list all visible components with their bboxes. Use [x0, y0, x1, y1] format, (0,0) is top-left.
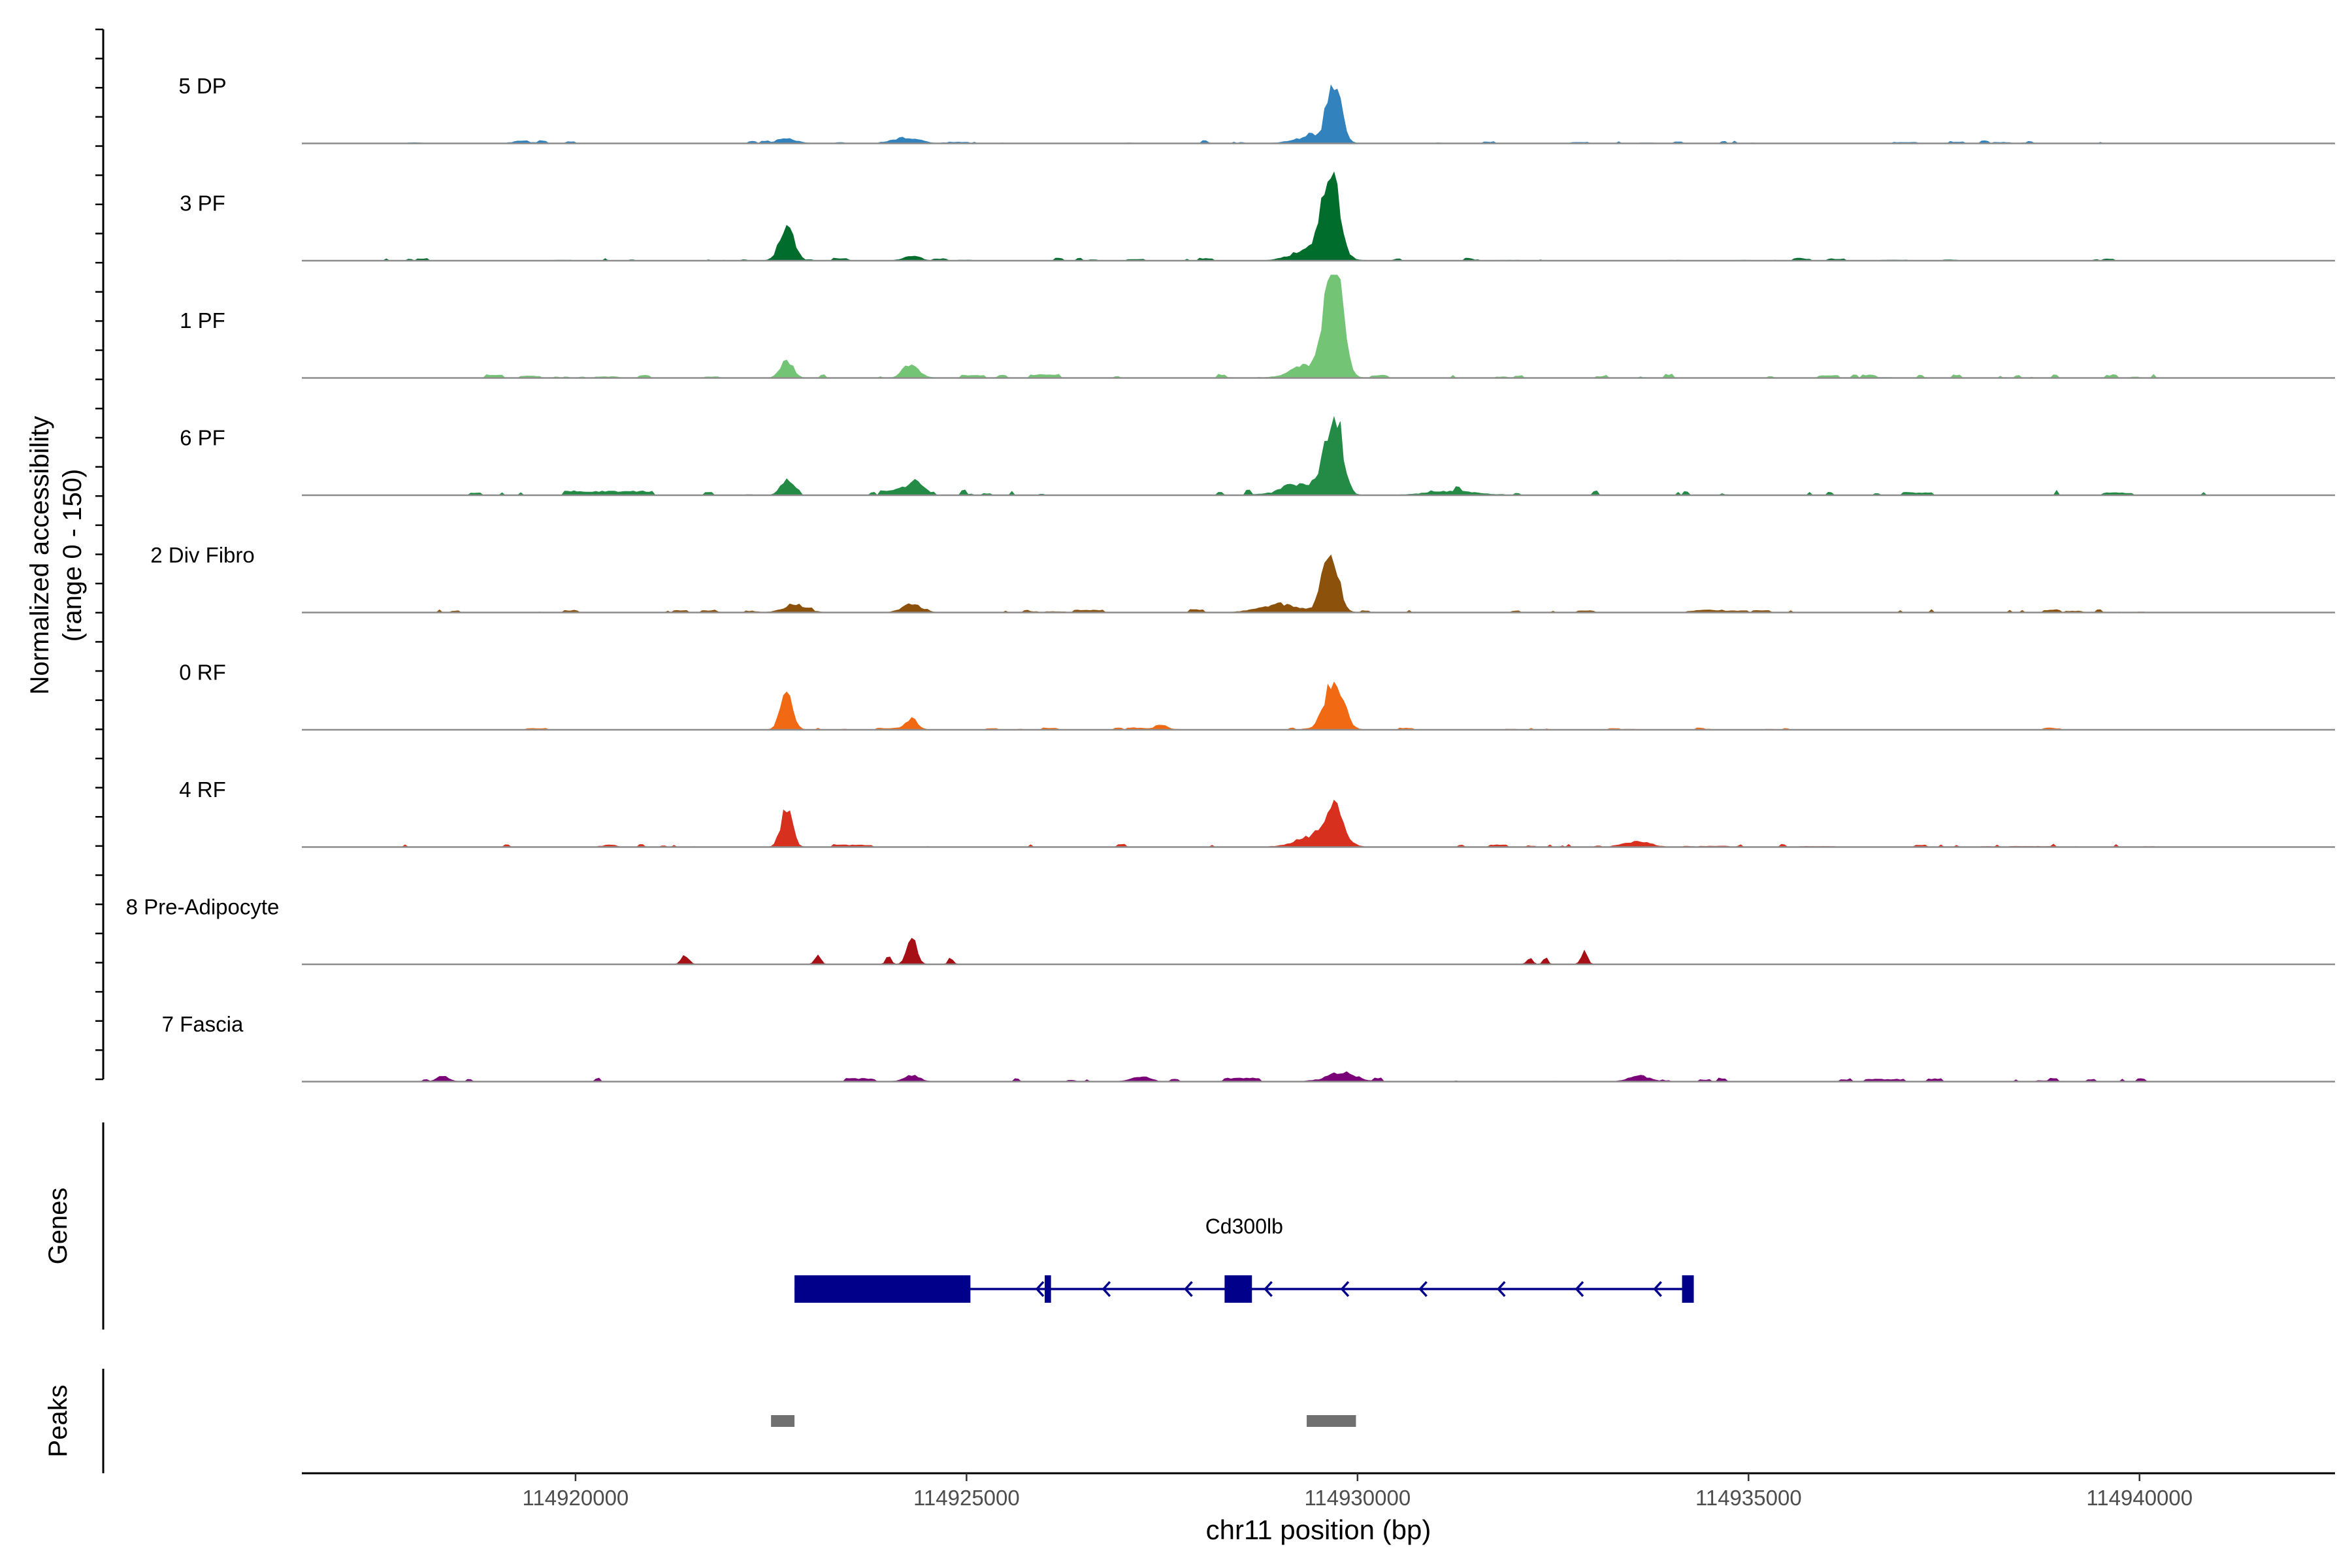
peak-region-bar [771, 1415, 795, 1427]
track-0-rf: 0 RF [179, 661, 2335, 731]
coverage-area [302, 1071, 2335, 1082]
track-1-pf: 1 PF [180, 274, 2335, 379]
coverage-area [302, 84, 2335, 144]
track-label: 5 DP [178, 74, 226, 98]
track-label: 3 PF [180, 191, 225, 216]
gene-strand-chevron [1653, 1281, 1662, 1298]
track-5-dp: 5 DP [178, 74, 2335, 144]
gene-exon [794, 1275, 971, 1303]
track-3-pf: 3 PF [180, 171, 2335, 262]
x-axis-tick-label: 114930000 [1304, 1486, 1411, 1510]
peaks-panel-label: Peaks [44, 1384, 73, 1457]
y-axis-label-line2: (range 0 - 150) [58, 469, 87, 642]
gene-strand-chevron [1575, 1281, 1584, 1298]
x-axis-tick-label: 114935000 [1695, 1486, 1802, 1510]
gene-strand-chevron [1418, 1281, 1428, 1298]
coverage-area [302, 938, 2335, 965]
track-8-pre-adipocyte: 8 Pre-Adipocyte [126, 895, 2335, 966]
gene-exon [1224, 1275, 1252, 1303]
gene-strand-chevron [1184, 1281, 1193, 1298]
genes-panel-label: Genes [44, 1188, 73, 1265]
track-label: 6 PF [180, 426, 225, 450]
peak-region-bar [1307, 1415, 1356, 1427]
track-label: 7 Fascia [162, 1012, 244, 1036]
track-label: 0 RF [179, 661, 226, 685]
coverage-area [302, 171, 2335, 261]
coverage-area [302, 681, 2335, 730]
gene-name-label: Cd300lb [1205, 1215, 1283, 1238]
track-6-pf: 6 PF [180, 416, 2335, 497]
gene-exon [1045, 1275, 1051, 1303]
y-axis-label-group: Normalized accessibility (range 0 - 150) [25, 416, 87, 695]
x-axis-tick-label: 114940000 [2086, 1486, 2193, 1510]
gene-strand-chevron [1102, 1281, 1111, 1298]
track-7-fascia: 7 Fascia [162, 1012, 2335, 1083]
track-4-rf: 4 RF [179, 777, 2335, 848]
track-label: 1 PF [180, 308, 225, 333]
track-2-div-fibro: 2 Div Fibro [150, 543, 2335, 613]
x-axis-tick-label: 114920000 [523, 1486, 629, 1510]
gene-model: Cd300lb [794, 1215, 1694, 1303]
track-label: 2 Div Fibro [150, 543, 255, 567]
gene-strand-chevron [1340, 1281, 1350, 1298]
y-axis-label-line1: Normalized accessibility [25, 416, 54, 695]
coverage-area [302, 274, 2335, 379]
gene-strand-chevron [1264, 1281, 1273, 1298]
gene-strand-chevron [1496, 1281, 1506, 1298]
track-label: 4 RF [179, 777, 226, 802]
coverage-area [302, 799, 2335, 848]
coverage-area [302, 416, 2335, 496]
x-axis-label: chr11 position (bp) [1206, 1514, 1431, 1545]
track-label: 8 Pre-Adipocyte [126, 895, 280, 919]
gene-strand-chevron [1035, 1281, 1045, 1298]
x-axis-tick-label: 114925000 [913, 1486, 1020, 1510]
gene-exon [1682, 1275, 1694, 1303]
coverage-area [302, 554, 2335, 613]
